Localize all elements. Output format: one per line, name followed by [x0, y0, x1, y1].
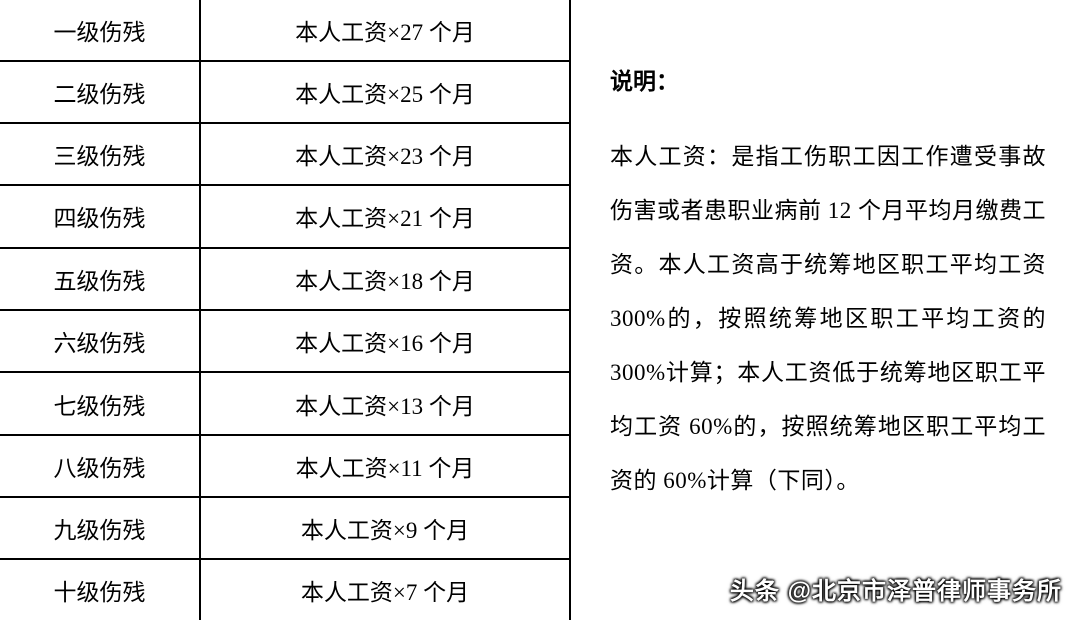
- table-row: 六级伤残 本人工资×16 个月: [0, 310, 570, 372]
- cell-calc: 本人工资×27 个月: [200, 0, 570, 61]
- table-row: 二级伤残 本人工资×25 个月: [0, 61, 570, 123]
- table-row: 一级伤残 本人工资×27 个月: [0, 0, 570, 61]
- cell-level: 三级伤残: [0, 123, 200, 185]
- cell-calc: 本人工资×7 个月: [200, 559, 570, 620]
- table-row: 九级伤残 本人工资×9 个月: [0, 497, 570, 559]
- cell-level: 四级伤残: [0, 185, 200, 247]
- table-row: 十级伤残 本人工资×7 个月: [0, 559, 570, 620]
- cell-calc: 本人工资×11 个月: [200, 435, 570, 497]
- cell-level: 八级伤残: [0, 435, 200, 497]
- cell-level: 六级伤残: [0, 310, 200, 372]
- cell-calc: 本人工资×25 个月: [200, 61, 570, 123]
- page-container: 一级伤残 本人工资×27 个月 二级伤残 本人工资×25 个月 三级伤残 本人工…: [0, 0, 1080, 620]
- cell-calc: 本人工资×13 个月: [200, 372, 570, 434]
- table-row: 三级伤残 本人工资×23 个月: [0, 123, 570, 185]
- description-panel: 说明： 本人工资：是指工伤职工因工作遭受事故伤害或者患职业病前 12 个月平均月…: [570, 0, 1080, 620]
- description-title: 说明：: [610, 62, 1046, 96]
- watermark-text: 头条 @北京市泽普律师事务所: [730, 571, 1062, 606]
- cell-calc: 本人工资×23 个月: [200, 123, 570, 185]
- table-row: 五级伤残 本人工资×18 个月: [0, 248, 570, 310]
- cell-level: 五级伤残: [0, 248, 200, 310]
- description-body: 本人工资：是指工伤职工因工作遭受事故伤害或者患职业病前 12 个月平均月缴费工资…: [610, 130, 1046, 508]
- cell-level: 二级伤残: [0, 61, 200, 123]
- cell-level: 一级伤残: [0, 0, 200, 61]
- cell-calc: 本人工资×9 个月: [200, 497, 570, 559]
- cell-level: 十级伤残: [0, 559, 200, 620]
- cell-level: 七级伤残: [0, 372, 200, 434]
- cell-calc: 本人工资×18 个月: [200, 248, 570, 310]
- table-row: 七级伤残 本人工资×13 个月: [0, 372, 570, 434]
- cell-calc: 本人工资×16 个月: [200, 310, 570, 372]
- cell-calc: 本人工资×21 个月: [200, 185, 570, 247]
- table-row: 四级伤残 本人工资×21 个月: [0, 185, 570, 247]
- compensation-table-wrap: 一级伤残 本人工资×27 个月 二级伤残 本人工资×25 个月 三级伤残 本人工…: [0, 0, 570, 620]
- cell-level: 九级伤残: [0, 497, 200, 559]
- table-row: 八级伤残 本人工资×11 个月: [0, 435, 570, 497]
- compensation-table: 一级伤残 本人工资×27 个月 二级伤残 本人工资×25 个月 三级伤残 本人工…: [0, 0, 571, 620]
- compensation-table-body: 一级伤残 本人工资×27 个月 二级伤残 本人工资×25 个月 三级伤残 本人工…: [0, 0, 570, 620]
